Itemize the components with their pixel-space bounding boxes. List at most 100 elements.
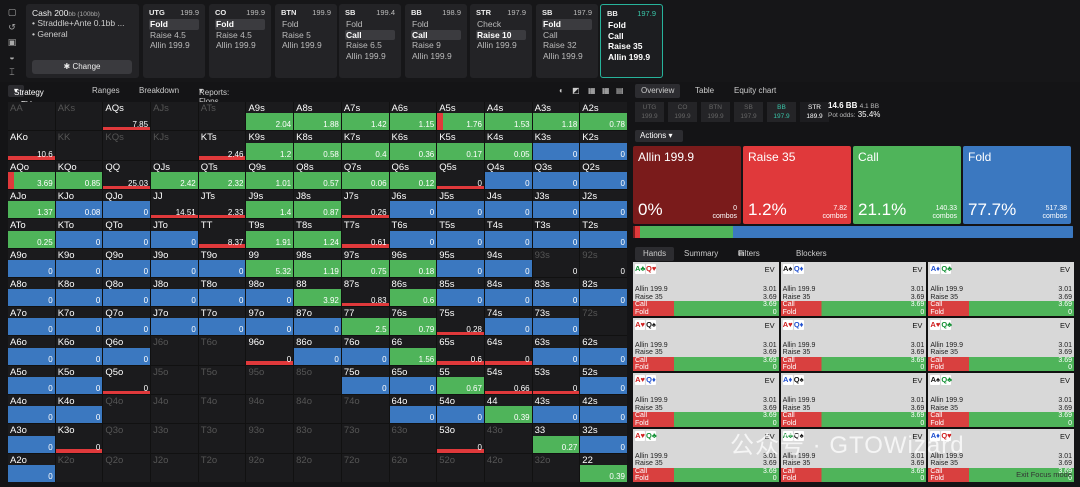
hand-cell[interactable]: 97o 0 [246, 307, 294, 336]
hand-cell[interactable]: A4s 1.53 [484, 102, 532, 131]
hand-cell[interactable]: 85s 0 [437, 277, 484, 307]
hand-cell[interactable]: K6s 0.36 [389, 131, 437, 160]
hand-cell[interactable]: A9s 2.04 [246, 102, 294, 131]
position-action[interactable]: Allin 199.9 [543, 50, 583, 61]
hand-cell[interactable]: 98s 1.19 [294, 248, 341, 277]
hand-cell[interactable]: 96o 0 [246, 336, 294, 365]
tab-equity-chart[interactable]: Equity chart [734, 86, 777, 95]
position-sb[interactable]: SB 199.4 Fold Call Raise 6.5 Allin 199.9 [339, 4, 401, 78]
hand-cell[interactable]: KTs 2.46 [198, 131, 246, 160]
position-action[interactable]: Raise 5 [282, 29, 311, 40]
hand-cell[interactable]: Q2o [103, 453, 151, 482]
hand-cell[interactable]: J9o 0 [151, 248, 198, 277]
hand-cell[interactable]: 53o 0 [437, 424, 484, 453]
hand-cell[interactable]: J5s 0 [437, 189, 484, 219]
hand-cell[interactable]: J8s 0.87 [294, 189, 341, 219]
hand-cell[interactable]: 92o [246, 453, 294, 482]
hand-cell[interactable]: 75s 0.28 [437, 307, 484, 336]
hand-cell[interactable]: AQo 3.69 [8, 160, 55, 189]
tab-strategy-ev[interactable]: Strategy + EV ▾ [8, 85, 44, 109]
hand-cell[interactable]: J3s 0 [532, 189, 580, 219]
position-utg[interactable]: UTG 199.9 Fold Raise 4.5 Allin 199.9 [143, 4, 205, 78]
hand-cell[interactable]: QJo 0 [103, 189, 151, 219]
grid-list-icon[interactable]: ▤ [616, 86, 624, 95]
hand-cell[interactable]: Q6s 0.12 [389, 160, 437, 189]
hand-cell[interactable]: T7s 0.61 [341, 219, 389, 248]
combo-card[interactable]: A♥ Q♦ EV Allin 199.9 3.01 Raise 35 3.69 Call 3.6… [633, 373, 779, 427]
hand-cell[interactable]: 64o 0 [389, 395, 437, 424]
position-action[interactable]: Call [411, 29, 461, 40]
hand-cell[interactable]: 97s 0.75 [341, 248, 389, 277]
hand-cell[interactable]: T2s 0 [580, 219, 627, 248]
hand-cell[interactable]: 93s 0 [532, 248, 580, 277]
hand-cell[interactable]: 64s 0 [484, 336, 532, 365]
hand-cell[interactable]: K6o 0 [55, 336, 103, 365]
hand-cell[interactable]: Q5s 0 [437, 160, 484, 189]
hand-cell[interactable]: A4o 0 [8, 395, 55, 424]
hand-cell[interactable]: A5s 1.76 [437, 102, 484, 131]
tab-breakdown[interactable]: Breakdown [139, 86, 180, 95]
hand-cell[interactable]: 92s 0 [580, 248, 627, 277]
hand-cell[interactable]: 85o [294, 365, 341, 395]
position-action[interactable]: Allin 199.9 [608, 51, 651, 62]
hand-cell[interactable]: ATo 0.25 [8, 219, 55, 248]
hand-cell[interactable]: 77 2.5 [341, 307, 389, 336]
hand-cell[interactable]: Q2s 0 [580, 160, 627, 189]
hand-cell[interactable]: 62o [389, 453, 437, 482]
hand-cell[interactable]: J9s 1.4 [246, 189, 294, 219]
hand-cell[interactable]: T4o [198, 395, 246, 424]
hand-cell[interactable]: 42s 0 [580, 395, 627, 424]
hand-cell[interactable]: T2o [198, 453, 246, 482]
mini-position[interactable]: CO 199.9 [668, 102, 697, 122]
hand-cell[interactable]: K2o [55, 453, 103, 482]
hand-cell[interactable]: K9o 0 [55, 248, 103, 277]
action-box[interactable]: Fold 77.7% 517.38 combos [963, 146, 1071, 224]
position-action[interactable]: Allin 199.9 [477, 40, 517, 50]
exit-focus-link[interactable]: Exit Focus mode [1016, 470, 1072, 479]
hand-cell[interactable]: 55 0.67 [437, 365, 484, 395]
combo-card[interactable]: A♠ Q♦ EV Allin 199.9 3.01 Raise 35 3.69 Call 3.6… [780, 262, 927, 316]
contrast-icon[interactable]: ◩ [572, 86, 580, 95]
hand-cell[interactable]: KK [55, 131, 103, 160]
hand-cell[interactable]: J8o 0 [151, 277, 198, 307]
hand-cell[interactable]: Q4o [103, 395, 151, 424]
tab-reports[interactable]: Reports: Flops ▾ [199, 86, 230, 106]
combo-card[interactable]: A♦ Q♣ EV Allin 199.9 3.01 Raise 35 3.69 Call 3.6… [928, 262, 1074, 316]
tab-filters[interactable]: Filters ⧉ [738, 249, 760, 258]
hand-cell[interactable]: Q7o 0 [103, 307, 151, 336]
hand-cell[interactable]: 43s 0 [532, 395, 580, 424]
hand-cell[interactable]: 83s 0 [532, 277, 580, 307]
position-action[interactable]: Fold [282, 19, 299, 29]
hand-cell[interactable]: 94s 0 [484, 248, 532, 277]
position-action[interactable]: Check [477, 19, 502, 29]
save-icon[interactable]: ▣ [7, 37, 17, 47]
hand-cell[interactable]: J2o [151, 453, 198, 482]
action-box[interactable]: Allin 199.9 0% 0 combos [633, 146, 741, 224]
hand-cell[interactable]: T6o [198, 336, 246, 365]
combo-card[interactable]: A♦ Q♠ EV Allin 199.9 3.01 Raise 35 3.69 Call 3.6… [780, 373, 927, 427]
hand-cell[interactable]: 87s 0.83 [341, 277, 389, 307]
hand-cell[interactable]: 84o [294, 395, 341, 424]
hand-cell[interactable]: T7o 0 [198, 307, 246, 336]
hand-cell[interactable]: K8o 0 [55, 277, 103, 307]
hand-cell[interactable]: 52s 0 [580, 365, 627, 395]
hand-cell[interactable]: K5o 0 [55, 365, 103, 395]
hand-cell[interactable]: QJs 2.42 [151, 160, 198, 189]
hand-cell[interactable]: Q8o 0 [103, 277, 151, 307]
hand-cell[interactable]: K4o 0 [55, 395, 103, 424]
hand-cell[interactable]: 75o 0 [341, 365, 389, 395]
hand-cell[interactable]: K7s 0.4 [341, 131, 389, 160]
hand-cell[interactable]: 83o [294, 424, 341, 453]
combo-card[interactable]: A♥ Q♠ EV Allin 199.9 3.01 Raise 35 3.69 Call 3.6… [633, 317, 779, 371]
hand-cell[interactable]: 96s 0.18 [389, 248, 437, 277]
hand-cell[interactable]: ATs [198, 102, 246, 131]
hand-cell[interactable]: 99 5.32 [246, 248, 294, 277]
hand-cell[interactable]: 22 0.39 [580, 453, 627, 482]
hand-cell[interactable]: 73o [341, 424, 389, 453]
hand-cell[interactable]: KJs [151, 131, 198, 160]
hand-cell[interactable]: T8o 0 [198, 277, 246, 307]
hand-cell[interactable]: KTo 0 [55, 219, 103, 248]
combo-card[interactable]: A♥ Q♣ EV Allin 199.9 3.01 Raise 35 3.69 Call 3.6… [928, 317, 1074, 371]
hand-cell[interactable]: 65s 0.6 [437, 336, 484, 365]
position-action[interactable]: Raise 4.5 [150, 29, 186, 40]
